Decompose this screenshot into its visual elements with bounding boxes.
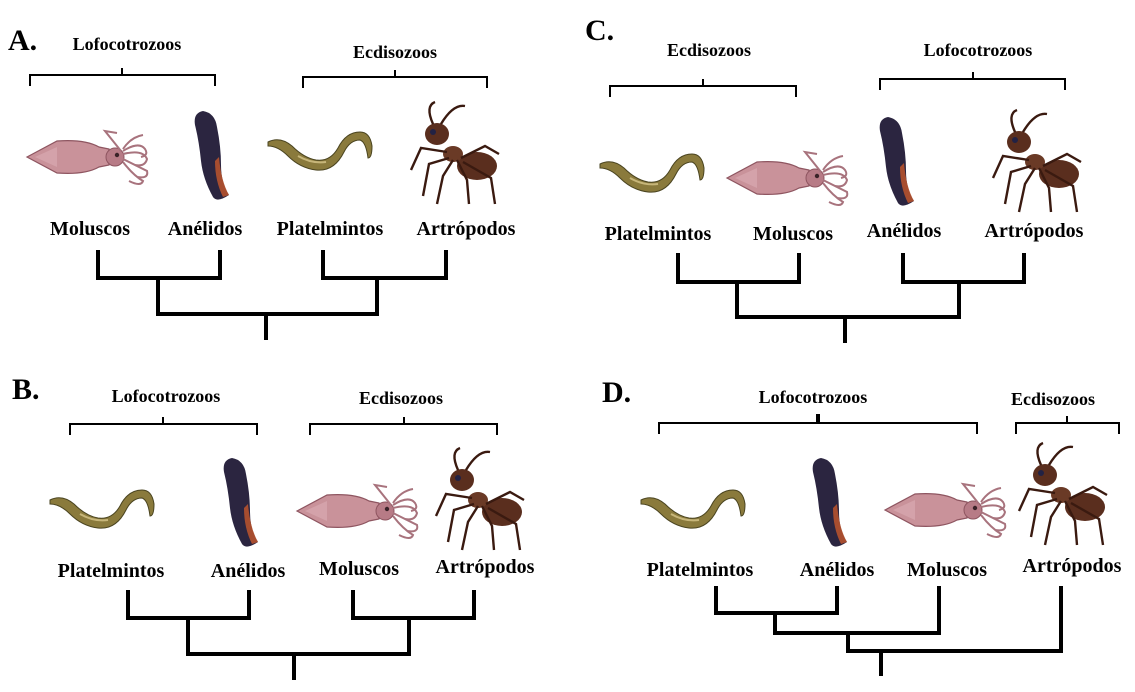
tree-panel-a: A. Lofocotrozoos Ecdisozoos Moluscos Ané… — [0, 0, 567, 346]
squid-icon — [26, 130, 149, 185]
taxon-label: Moluscos — [319, 558, 399, 580]
ant-icon — [434, 446, 526, 552]
taxon-label: Artrópodos — [416, 218, 516, 240]
tree-panel-d: D. Lofocotrozoos Ecdisozoos Platelmintos… — [567, 346, 1134, 692]
cladogram — [599, 72, 1083, 343]
clade-label: Ecdisozoos — [1010, 389, 1096, 409]
ant-icon — [409, 100, 501, 206]
leech-icon — [194, 111, 229, 200]
squid-icon — [296, 484, 419, 539]
clade-bracket — [309, 417, 498, 435]
taxon-label: Artrópodos — [1022, 555, 1122, 577]
squid-icon — [726, 151, 849, 206]
leech-icon — [812, 458, 847, 547]
clade-bracket — [69, 417, 258, 435]
taxon-label: Anélidos — [167, 218, 243, 240]
clade-bracket — [879, 72, 1066, 90]
ant-icon — [991, 108, 1083, 214]
panel-label: D. — [602, 376, 632, 409]
taxon-label: Anélidos — [866, 220, 942, 242]
taxon-label: Anélidos — [799, 559, 875, 581]
taxon-label: Platelmintos — [604, 223, 712, 245]
clade-label: Ecdisozoos — [352, 42, 438, 62]
tree-branches — [676, 253, 1026, 343]
taxon-label: Artrópodos — [984, 220, 1084, 242]
flatworm-icon — [49, 489, 155, 530]
clade-bracket — [29, 68, 216, 86]
cladogram — [26, 68, 501, 340]
clade-label: Ecdisozoos — [358, 388, 444, 408]
clade-bracket — [658, 422, 978, 434]
panel-label: B. — [12, 373, 40, 406]
taxon-label: Platelmintos — [646, 559, 754, 581]
taxon-label: Moluscos — [50, 218, 130, 240]
taxon-label: Moluscos — [753, 223, 833, 245]
panel-label: C. — [585, 14, 615, 47]
clade-label: Lofocotrozoos — [111, 386, 221, 406]
clade-bracket — [302, 70, 488, 88]
ant-icon — [1017, 441, 1109, 547]
leech-icon — [223, 458, 258, 547]
tree-branches — [714, 586, 1063, 676]
cladogram — [49, 417, 526, 680]
flatworm-icon — [640, 489, 746, 530]
taxon-label: Platelmintos — [57, 560, 165, 582]
taxon-label: Artrópodos — [435, 556, 535, 578]
clade-label: Ecdisozoos — [666, 40, 752, 60]
leech-icon — [879, 117, 914, 206]
taxon-label: Moluscos — [907, 559, 987, 581]
clade-bracket — [1015, 416, 1120, 434]
clade-label: Lofocotrozoos — [72, 34, 182, 54]
tree-branches — [126, 590, 476, 680]
tree-panel-b: B. Lofocotrozoos Ecdisozoos Platelmintos… — [0, 346, 567, 692]
tree-branches — [96, 250, 448, 340]
cladogram — [640, 414, 1120, 676]
tree-panel-c: C. Ecdisozoos Lofocotrozoos Platelmintos… — [567, 0, 1134, 346]
clade-label: Lofocotrozoos — [758, 387, 868, 407]
clade-bracket — [609, 79, 797, 97]
clade-label: Lofocotrozoos — [923, 40, 1033, 60]
taxon-label: Platelmintos — [276, 218, 384, 240]
taxon-label: Anélidos — [210, 560, 286, 582]
squid-icon — [884, 483, 1007, 538]
flatworm-icon — [599, 153, 705, 194]
panel-label: A. — [8, 24, 38, 57]
flatworm-icon — [267, 131, 373, 172]
